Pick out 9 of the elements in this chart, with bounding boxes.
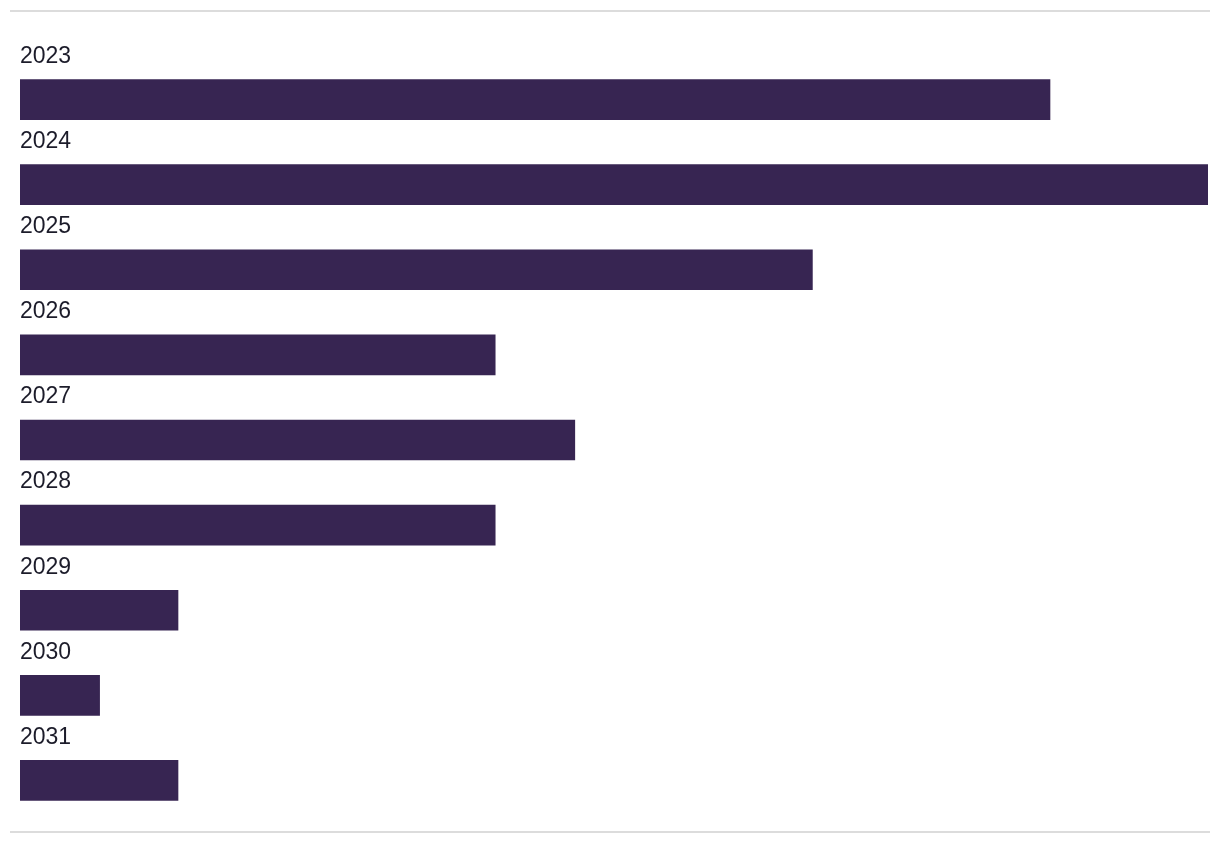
y-tick-label: 2024 <box>20 127 72 154</box>
y-tick-label: 2023 <box>20 41 72 68</box>
y-tick-label: 2031 <box>20 722 72 749</box>
y-tick-label: 2029 <box>20 552 72 579</box>
y-tick-label: 2030 <box>20 637 72 664</box>
y-tick-label: 2028 <box>20 467 72 494</box>
y-tick-label: 2025 <box>20 212 72 239</box>
y-tick-label: 2026 <box>20 297 72 324</box>
y-tick-label: 2027 <box>20 382 72 409</box>
